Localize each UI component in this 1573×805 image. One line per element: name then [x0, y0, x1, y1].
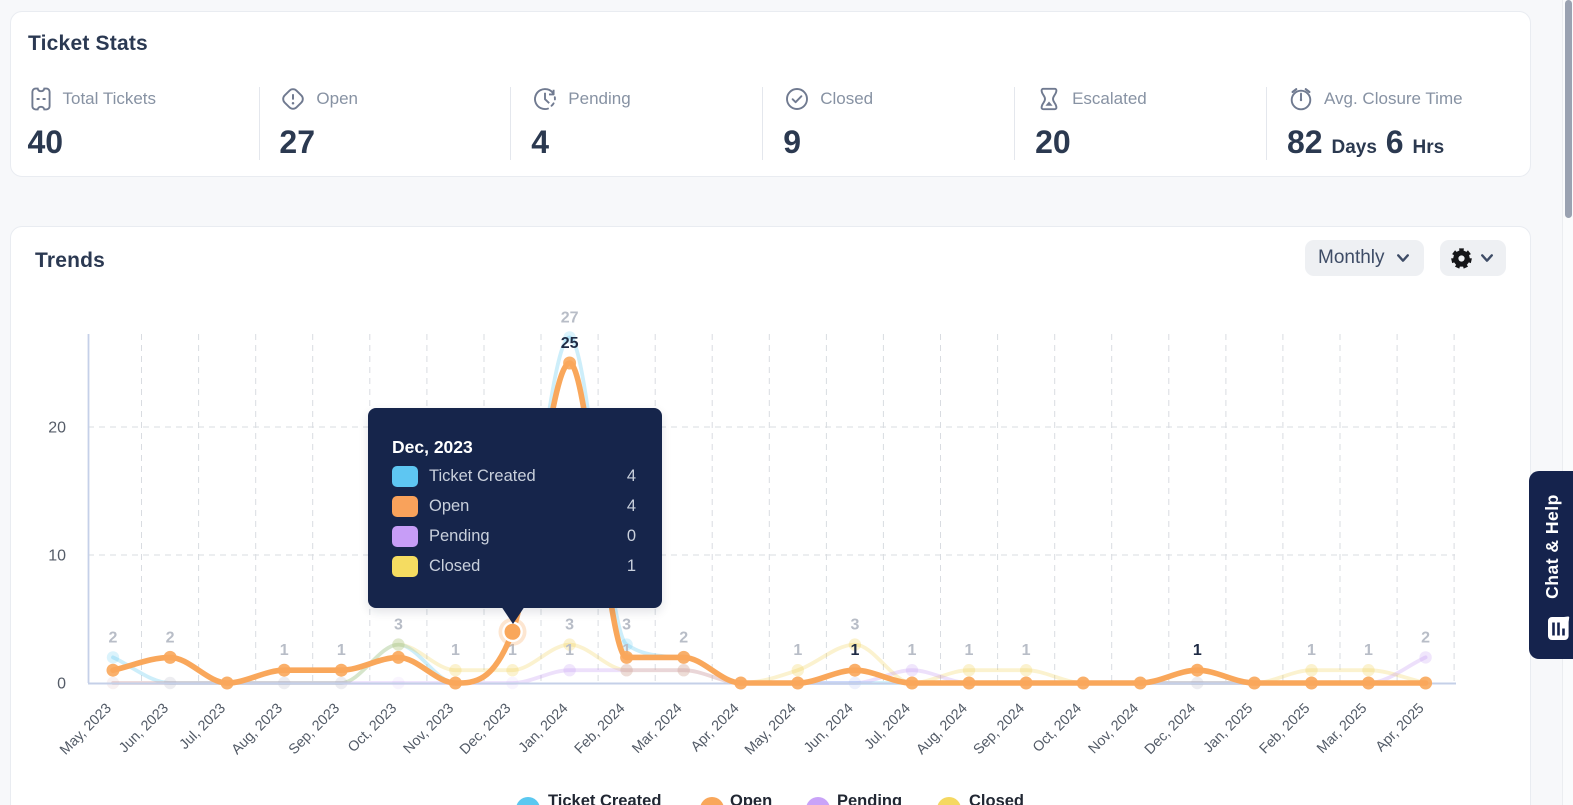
svg-text:Sep, 2023: Sep, 2023 [286, 700, 343, 757]
svg-text:25: 25 [561, 335, 579, 352]
svg-text:Jun, 2023: Jun, 2023 [116, 700, 172, 756]
svg-text:Mar, 2025: Mar, 2025 [1314, 700, 1370, 756]
svg-text:2: 2 [166, 629, 175, 646]
svg-text:3: 3 [565, 617, 574, 634]
svg-text:1: 1 [337, 642, 346, 659]
svg-text:20: 20 [48, 420, 66, 437]
svg-text:Apr, 2024: Apr, 2024 [688, 700, 743, 755]
svg-text:Oct, 2024: Oct, 2024 [1030, 700, 1085, 755]
svg-text:Jan, 2025: Jan, 2025 [1200, 700, 1256, 756]
svg-text:10: 10 [48, 548, 66, 565]
svg-text:Sep, 2024: Sep, 2024 [971, 700, 1028, 757]
svg-text:Jan, 2024: Jan, 2024 [516, 700, 572, 756]
svg-text:May, 2024: May, 2024 [742, 700, 800, 758]
svg-text:1: 1 [1364, 642, 1373, 659]
svg-text:Feb, 2025: Feb, 2025 [1256, 700, 1313, 757]
svg-text:Mar, 2024: Mar, 2024 [629, 700, 685, 756]
svg-text:Jul, 2023: Jul, 2023 [177, 700, 229, 752]
svg-text:May, 2023: May, 2023 [57, 700, 115, 758]
svg-text:27: 27 [561, 309, 579, 326]
svg-text:Oct, 2023: Oct, 2023 [345, 700, 400, 755]
svg-text:1: 1 [1193, 642, 1202, 659]
svg-text:3: 3 [622, 617, 631, 634]
svg-text:1: 1 [1307, 642, 1316, 659]
svg-text:1: 1 [908, 642, 917, 659]
svg-text:2: 2 [1421, 629, 1430, 646]
svg-text:2: 2 [679, 629, 688, 646]
svg-text:1: 1 [793, 642, 802, 659]
svg-text:0: 0 [57, 676, 66, 693]
svg-text:1: 1 [622, 642, 631, 659]
svg-text:1: 1 [451, 642, 460, 659]
svg-text:Aug, 2023: Aug, 2023 [229, 700, 286, 757]
svg-text:Nov, 2023: Nov, 2023 [401, 700, 458, 757]
svg-text:1: 1 [280, 642, 289, 659]
svg-text:1: 1 [1022, 642, 1031, 659]
svg-text:1: 1 [965, 642, 974, 659]
svg-text:Dec, 2024: Dec, 2024 [1142, 700, 1199, 757]
svg-text:Jul, 2024: Jul, 2024 [861, 700, 913, 752]
svg-text:Dec, 2023: Dec, 2023 [457, 700, 514, 757]
svg-text:2: 2 [109, 629, 118, 646]
svg-text:3: 3 [850, 617, 859, 634]
svg-text:1: 1 [508, 642, 517, 659]
svg-text:1: 1 [565, 642, 574, 659]
svg-text:1: 1 [850, 642, 859, 659]
svg-text:Nov, 2024: Nov, 2024 [1085, 700, 1142, 757]
svg-text:Aug, 2024: Aug, 2024 [913, 700, 970, 757]
svg-text:Feb, 2024: Feb, 2024 [572, 700, 629, 757]
svg-text:Apr, 2025: Apr, 2025 [1373, 700, 1428, 755]
svg-text:3: 3 [394, 617, 403, 634]
svg-text:Jun, 2024: Jun, 2024 [801, 700, 857, 756]
